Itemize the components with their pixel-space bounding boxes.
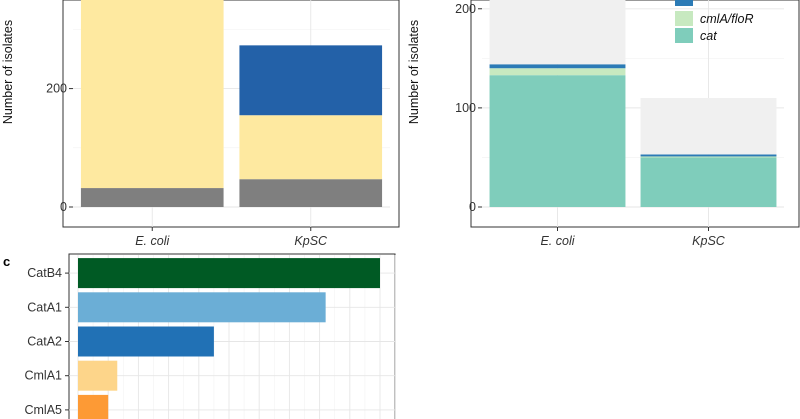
panel-b-x-ticks: E. coli KpSC xyxy=(540,227,726,248)
panel-b-bars xyxy=(489,0,777,207)
bar-cata2 xyxy=(78,326,214,357)
bar-segment-series-2 xyxy=(239,45,383,116)
panel-c-chart: c CatB4 CatA1 CatA2 CmlA1 CmlA5 xyxy=(3,253,396,419)
panel-c-bars xyxy=(78,258,380,419)
bar-cmla5 xyxy=(78,394,109,419)
panel-a-chart: 0 200 E. coli KpSC Number of isolates xyxy=(1,0,400,248)
bar-cmla1 xyxy=(78,360,118,391)
y-tick-label: 100 xyxy=(455,101,476,115)
panel-b-y-ticks: 0 100 200 xyxy=(455,2,482,214)
x-tick-label: KpSC xyxy=(294,234,328,248)
x-tick-label: KpSC xyxy=(692,234,726,248)
panel-c-letter: c xyxy=(3,254,10,269)
panel-a-y-ticks: 0 200 xyxy=(46,82,73,214)
x-tick-label: E. coli xyxy=(135,234,170,248)
y-tick-label: 200 xyxy=(46,82,67,96)
y-tick-label: 200 xyxy=(455,2,476,16)
legend-label: cmlA/floR xyxy=(700,12,753,26)
y-tick-label: CatB4 xyxy=(27,266,62,280)
y-tick-label: CatA2 xyxy=(27,335,62,349)
bar-segment-series-3 xyxy=(489,0,626,65)
panel-b-chart: 0 100 200 E. coli KpSC Number of isolates c… xyxy=(407,0,800,248)
panel-c-y-ticks: CatB4 CatA1 CatA2 CmlA1 CmlA5 xyxy=(24,266,69,417)
bar-segment-series-0 xyxy=(80,188,224,207)
legend-swatch xyxy=(675,11,693,26)
x-tick-label: E. coli xyxy=(540,234,575,248)
y-tick-label: 0 xyxy=(469,200,476,214)
bar-segment-series-1 xyxy=(239,115,383,180)
panel-a-bars xyxy=(80,0,383,207)
panel-a-x-ticks: E. coli KpSC xyxy=(135,227,328,248)
bar-segment-cat xyxy=(640,157,777,207)
bar-segment-series-1 xyxy=(80,0,224,189)
legend-swatch xyxy=(675,0,693,6)
panel-b-legend: cmlA/floR cat xyxy=(675,0,753,43)
panel-a-y-axis-label: Number of isolates xyxy=(1,20,15,124)
bar-segment-cmla-flor xyxy=(640,156,777,158)
y-tick-label: 0 xyxy=(60,200,67,214)
y-tick-label: CmlA1 xyxy=(24,369,62,383)
bar-segment-series-2 xyxy=(489,64,626,69)
legend-label: cat xyxy=(700,29,717,43)
bar-segment-series-2 xyxy=(640,154,777,157)
bar-segment-series-3 xyxy=(640,97,777,155)
bar-segment-series-0 xyxy=(239,179,383,207)
legend-swatch xyxy=(675,28,693,43)
bar-segment-cat xyxy=(489,75,626,207)
y-tick-label: CmlA5 xyxy=(24,403,62,417)
bar-segment-cmla-flor xyxy=(489,68,626,76)
y-tick-label: CatA1 xyxy=(27,300,62,314)
bar-catb4 xyxy=(78,258,380,289)
panel-b-y-axis-label: Number of isolates xyxy=(407,20,421,124)
bar-cata1 xyxy=(78,292,326,323)
